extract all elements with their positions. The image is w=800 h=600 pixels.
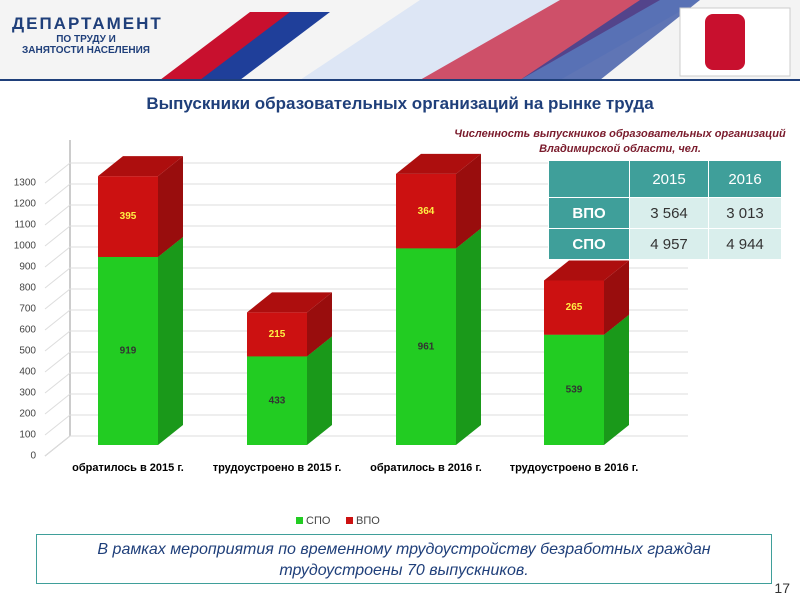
data-label: 364 [418, 206, 435, 217]
bar [544, 280, 604, 335]
x-tick-label: трудоустроено в 2016 г. [510, 462, 639, 474]
data-label: 919 [120, 346, 137, 357]
grid-line [44, 162, 71, 184]
x-tick-label: обратилось в 2016 г. [370, 462, 482, 474]
legend-swatch [296, 517, 303, 524]
bar-side [307, 292, 332, 357]
grid-line [44, 225, 71, 247]
logo-line: ДЕПАРТАМЕНТ [12, 14, 163, 33]
bar-side [158, 236, 183, 445]
bar-side [456, 153, 481, 249]
x-tick-label: обратилось в 2015 г. [72, 462, 184, 474]
bar-side [604, 314, 629, 445]
stripe [160, 12, 300, 80]
slide-title: Выпускники образовательных организаций н… [146, 94, 654, 113]
table-corner [548, 160, 630, 198]
grid-line [44, 330, 71, 352]
grid-line [44, 372, 71, 394]
grid-line [44, 309, 71, 331]
y-tick-label: 700 [19, 304, 36, 315]
grid-line [44, 204, 71, 226]
legend-swatch [346, 517, 353, 524]
emblem-shield [705, 14, 745, 70]
bar [396, 173, 456, 249]
stripe [420, 0, 660, 80]
bar-top [396, 153, 481, 174]
note-box: В рамках мероприятия по временному трудо… [36, 534, 772, 584]
grid-line [44, 267, 71, 289]
cell: 4 957 [629, 228, 709, 260]
table-caption: Численность выпускников образовательных … [454, 128, 786, 155]
legend-label: СПО [306, 515, 331, 527]
bar-side [307, 336, 332, 445]
grid-line [44, 414, 71, 436]
y-tick-label: 900 [19, 262, 36, 273]
row-header: ВПО [548, 197, 630, 229]
y-tick-label: 500 [19, 346, 36, 357]
y-tick-label: 800 [19, 283, 36, 294]
y-tick-label: 200 [19, 409, 36, 420]
grid-line [44, 435, 71, 457]
bar [98, 256, 158, 445]
bar-top [98, 156, 183, 177]
data-label: 961 [418, 341, 435, 352]
y-tick-label: 1000 [14, 241, 37, 252]
data-label: 395 [120, 211, 137, 222]
bar [247, 312, 307, 357]
y-tick-label: 1300 [14, 178, 37, 189]
cell: 3 564 [629, 197, 709, 229]
bar-side [456, 228, 481, 445]
grid-line [44, 288, 71, 310]
y-tick-label: 0 [30, 451, 36, 462]
logo-line: ПО ТРУДУ И [56, 34, 116, 45]
grid-line [44, 393, 71, 415]
bar [98, 176, 158, 257]
grid-line [44, 183, 71, 205]
col-header: 2015 [629, 160, 709, 198]
logo: ДЕПАРТАМЕНТ ПО ТРУДУ И ЗАНЯТОСТИ НАСЕЛЕН… [12, 14, 163, 56]
logo-line: ЗАНЯТОСТИ НАСЕЛЕНИЯ [22, 45, 150, 56]
data-label: 539 [566, 384, 583, 395]
col-header: 2016 [708, 160, 782, 198]
bar [247, 356, 307, 445]
y-tick-label: 600 [19, 325, 36, 336]
cell: 3 013 [708, 197, 782, 229]
y-tick-label: 400 [19, 367, 36, 378]
bar-side [158, 156, 183, 257]
y-tick-label: 1200 [14, 199, 37, 210]
stripe [520, 0, 700, 80]
x-tick-label: трудоустроено в 2015 г. [213, 462, 342, 474]
legend-label: ВПО [356, 515, 380, 527]
data-label: 215 [269, 329, 286, 340]
y-tick-label: 100 [19, 430, 36, 441]
bar-top [544, 260, 629, 281]
cell: 4 944 [708, 228, 782, 260]
grid-line [44, 246, 71, 268]
bar-top [247, 292, 332, 313]
data-label: 433 [269, 395, 286, 406]
bar-side [604, 260, 629, 335]
bar [396, 248, 456, 445]
page-number: 17 [774, 580, 790, 596]
stripe [200, 12, 330, 80]
data-label: 265 [566, 302, 583, 313]
table: 2015 2016 ВПО 3 564 3 013 СПО 4 957 4 944 [548, 160, 782, 260]
bar [544, 334, 604, 445]
y-tick-label: 1100 [14, 220, 36, 231]
row-header: СПО [548, 228, 630, 260]
grid-line [44, 351, 71, 373]
y-tick-label: 300 [19, 388, 36, 399]
